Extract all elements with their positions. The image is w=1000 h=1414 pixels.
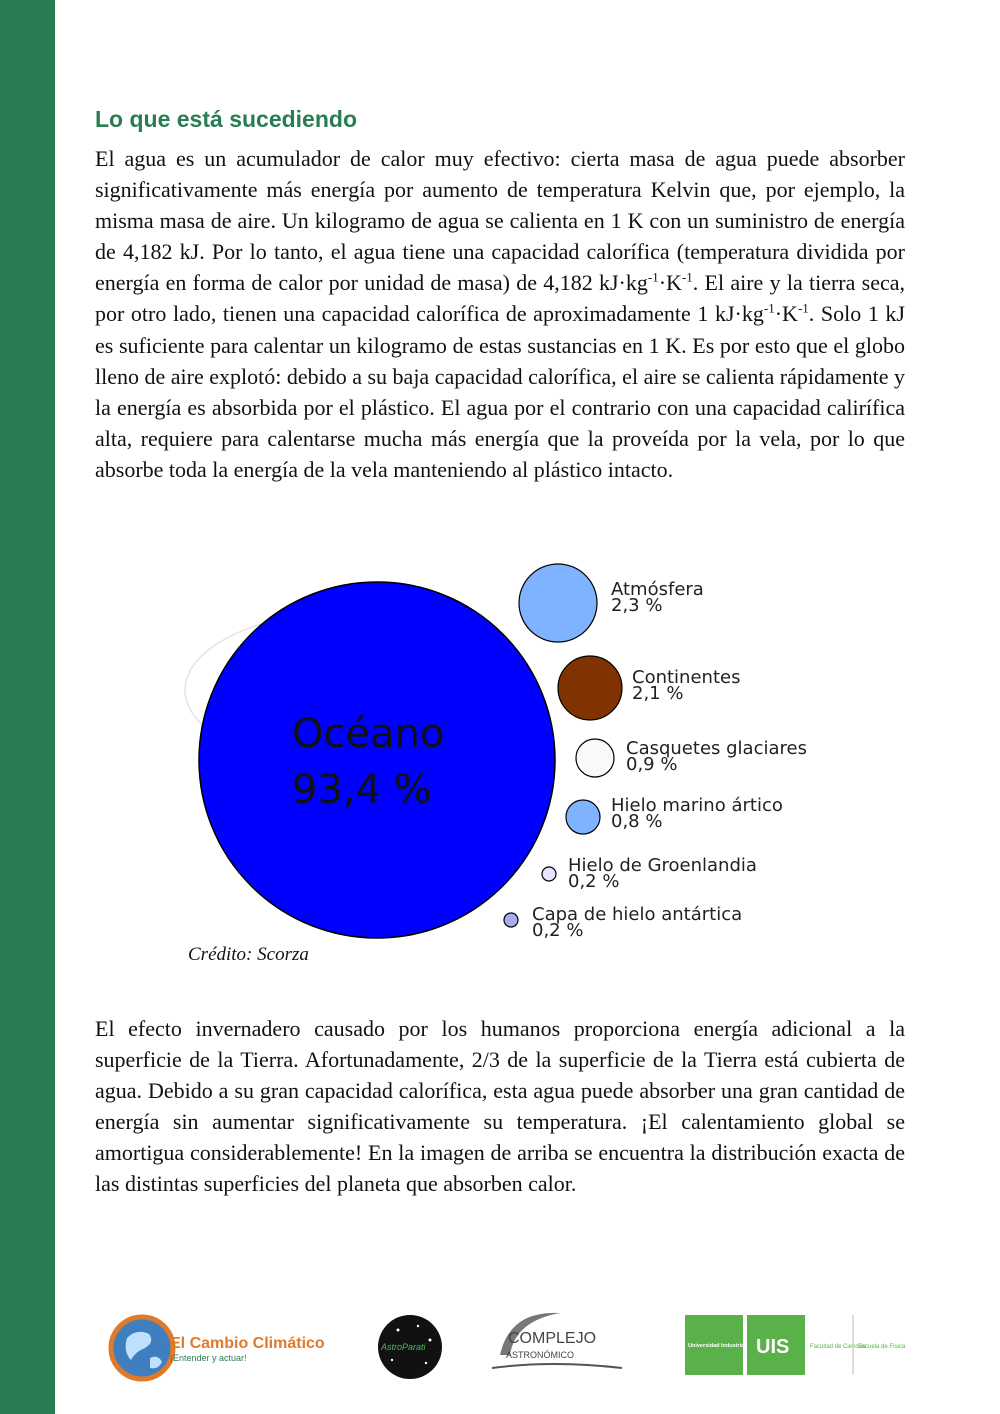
superscript: -1 (763, 301, 775, 317)
footer-logos: El Cambio Climático ¡Entender y actuar! … (108, 1312, 906, 1382)
ocean-bubble (198, 581, 556, 939)
paragraph-greenhouse: El efecto invernadero causado por los hu… (95, 1016, 905, 1197)
ice-caps-label: Casquetes glaciares (626, 738, 807, 759)
astroparati-logo: AstroParati (378, 1315, 442, 1379)
greenland-ice-label: Hielo de Groenlandia (568, 855, 757, 876)
escuela-text: Escuela de Física (858, 1344, 906, 1350)
antarctic-ice-bubble (503, 912, 519, 928)
superscript: -1 (797, 301, 809, 317)
greenland-ice-bubble (541, 866, 557, 882)
side-bar (0, 0, 55, 1414)
antarctic-ice-label: Capa de hielo antártica (532, 904, 742, 925)
para-text: . El aire y la tierra seca, por otro lad… (95, 270, 905, 327)
para-text: El agua es un acumulador de calor muy ef… (95, 146, 905, 296)
paragraph-intro: El agua es un acumulador de calor muy ef… (95, 143, 905, 485)
complejo-line2: ASTRONÓMICO (506, 1350, 574, 1360)
cambio-title: El Cambio Climático (170, 1335, 325, 1352)
uis-mark-block (747, 1315, 805, 1375)
antarctic-ice-value: 0,2 % (532, 920, 583, 941)
figure-credit: Crédito: Scorza (188, 944, 309, 965)
ice-caps-value: 0,9 % (626, 754, 677, 775)
cambio-subtitle: ¡Entender y actuar! (170, 1353, 247, 1363)
atmosphere-value: 2,3 % (611, 595, 662, 616)
star-dot (428, 1338, 432, 1342)
complejo-underline (491, 1363, 623, 1369)
section-heading: Lo que está sucediendo (95, 106, 357, 132)
superscript: -1 (647, 270, 659, 286)
uis-block-text: Universidad Industrial de Santander (688, 1343, 783, 1349)
para-text: ·K (774, 301, 798, 327)
ocean-value: 93,4 % (292, 767, 432, 813)
star-dot (396, 1328, 400, 1332)
uis-logo: Universidad Industrial de Santander UIS … (685, 1315, 906, 1375)
continents-label: Continentes (632, 667, 740, 688)
arctic-sea-ice-value: 0,8 % (611, 811, 662, 832)
arctic-sea-ice-label: Hielo marino ártico (611, 795, 783, 816)
atmosphere-label: Atmósfera (611, 579, 704, 600)
star-dot (390, 1358, 394, 1362)
continents-value: 2,1 % (632, 683, 683, 704)
para-text: ·K (658, 270, 682, 296)
uis-mark: UIS (756, 1336, 789, 1358)
arctic-sea-ice-bubble (565, 799, 601, 835)
greenland-ice-value: 0,2 % (568, 871, 619, 892)
heat-absorption-figure: Océano 93,4 % Atmósfera 2,3 % Continente… (184, 563, 807, 941)
continents-bubble (557, 655, 623, 721)
star-dot (424, 1361, 428, 1365)
astro-text: AstroParati (380, 1342, 427, 1352)
star-dot (416, 1324, 420, 1328)
superscript: -1 (681, 270, 693, 286)
ocean-label: Océano (292, 711, 444, 757)
complejo-line1: COMPLEJO (508, 1330, 596, 1347)
globe-continents (125, 1331, 162, 1369)
atmosphere-bubble (518, 563, 598, 643)
para-text: . Solo 1 kJ es suficiente para calentar … (95, 301, 905, 482)
complejo-astronomico-logo: COMPLEJO ASTRONÓMICO (491, 1312, 623, 1369)
ice-caps-bubble (575, 738, 615, 778)
facultad-text: Facultad de Ciencias (810, 1344, 866, 1350)
complejo-swoosh (500, 1312, 560, 1355)
cambio-climatico-logo: El Cambio Climático ¡Entender y actuar! (108, 1314, 325, 1382)
uis-green-block (685, 1315, 743, 1375)
